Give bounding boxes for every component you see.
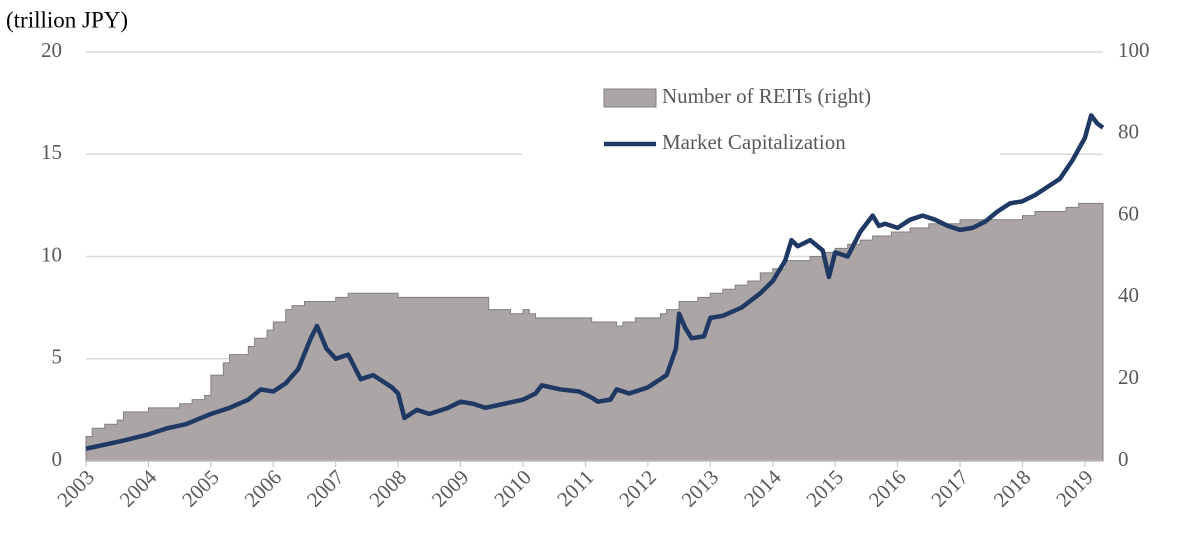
area [85,202,1104,462]
x-tick-label: 2018 [989,465,1036,512]
y2-tick-label: 20 [1118,365,1139,389]
x-tick-label: 2019 [1051,465,1098,512]
x-tick-label: 2014 [739,465,786,512]
y2-tick-label: 40 [1118,283,1139,307]
y-axis-title: (trillion JPY) [6,7,128,32]
x-tick-label: 2011 [552,465,598,511]
y-tick-label: 10 [41,242,62,266]
x-tick-label: 2013 [677,465,724,512]
legend-swatch [603,88,657,108]
x-tick-label: 2006 [240,465,287,512]
x-tick-label: 2015 [801,465,848,512]
x-tick-label: 2010 [489,465,536,512]
line [85,113,1105,451]
legend-background [522,68,1000,172]
y2-tick-label: 60 [1118,201,1139,225]
y-tick-label: 0 [52,447,63,471]
y-tick-label: 20 [41,38,62,62]
x-tick-label: 2016 [864,465,911,512]
x-tick-label: 2008 [364,465,411,512]
legend-label: Number of REITs (right) [662,84,871,108]
x-tick-label: 2009 [427,465,474,512]
y-tick-label: 5 [52,345,63,369]
x-tick-label: 2017 [926,465,973,512]
y2-tick-label: 80 [1118,120,1139,144]
y-tick-label: 15 [41,140,62,164]
x-tick-label: 2007 [302,465,349,512]
x-tick-label: 2004 [115,465,162,512]
x-tick-label: 2012 [614,465,661,512]
x-tick-label: 2005 [177,465,224,512]
y2-tick-label: 0 [1118,447,1129,471]
legend-label: Market Capitalization [662,130,846,154]
y2-tick-label: 100 [1118,38,1150,62]
x-tick-label: 2003 [52,465,99,512]
